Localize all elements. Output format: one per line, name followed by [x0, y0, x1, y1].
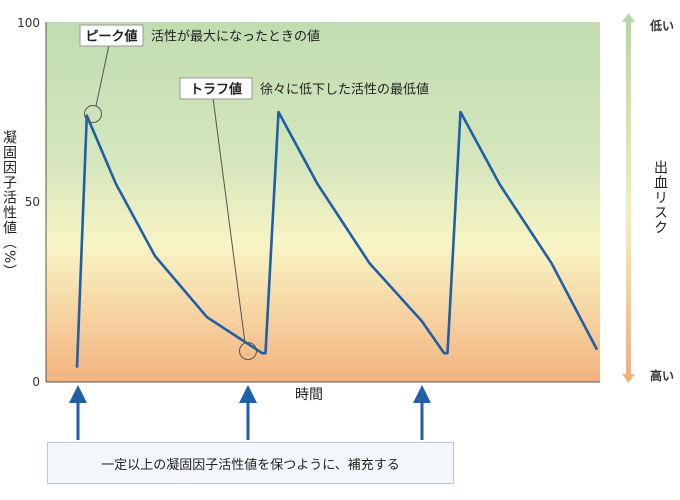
trough-label: トラフ値: [190, 82, 242, 98]
risk-arrow-up-icon: [622, 13, 635, 22]
trough-label-box: [179, 77, 253, 100]
y-tick-label-0: 0: [32, 375, 40, 389]
peak-label-box: [79, 24, 144, 47]
x-axis-label: 時間: [295, 387, 323, 403]
trough-description: 徐々に低下した活性の最低値: [260, 82, 429, 98]
y-axis-label: 凝固因子活性値（%）: [1, 130, 17, 280]
plot-background: [46, 22, 600, 382]
activity-line: [75, 110, 599, 368]
dose-description-box: 一定以上の凝固因子活性値を保つように、補充する: [47, 442, 454, 484]
peak-description: 活性が最大になったときの値: [151, 29, 320, 45]
risk-arrow-down-icon: [622, 374, 635, 383]
bleeding-risk-label: 出血リスク: [652, 160, 668, 235]
peak-leader-line: [95, 44, 110, 107]
y-tick-label-100: 100: [17, 16, 40, 30]
risk-gradient-bar: [626, 22, 631, 374]
risk-high-label: 高い: [650, 369, 675, 383]
trough-leader-line: [212, 97, 246, 344]
risk-low-label: 低い: [650, 19, 675, 33]
peak-label: ピーク値: [85, 29, 137, 45]
y-tick-label-50: 50: [25, 195, 40, 209]
trough-marker: [239, 342, 257, 360]
peak-marker: [84, 105, 102, 123]
